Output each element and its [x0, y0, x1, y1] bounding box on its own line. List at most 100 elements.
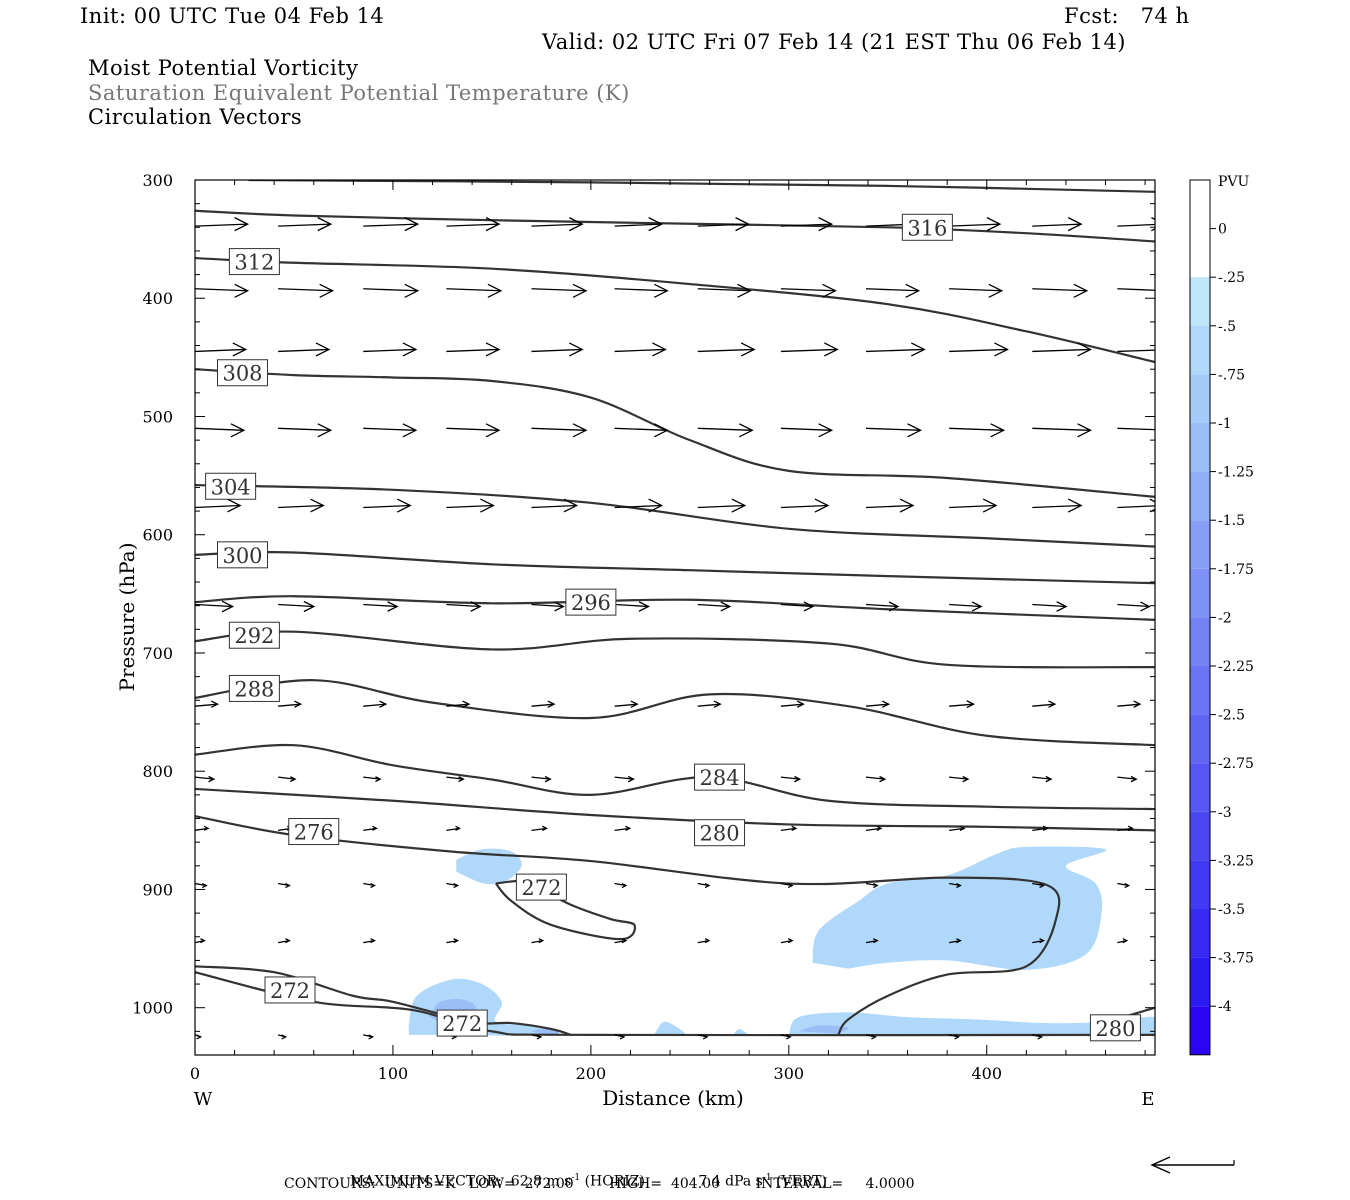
vector-shaft	[865, 348, 925, 353]
vector-shaft	[865, 504, 914, 509]
vector-head	[285, 882, 291, 889]
vector-head	[1133, 700, 1142, 708]
vector-head	[959, 825, 966, 832]
vector-shaft	[278, 288, 333, 292]
vector-arrow-4-2	[363, 498, 412, 513]
vector-shaft	[865, 703, 889, 707]
horiz-exp: -1	[571, 1173, 581, 1183]
vector-arrow-1-1	[278, 283, 335, 298]
colorbar-label-8: -2	[1218, 610, 1232, 626]
vector-arrow-8-8	[865, 825, 883, 832]
contour-label-13: 272	[270, 979, 310, 1003]
contour-label-6: 296	[571, 591, 611, 615]
contour-line-4	[195, 483, 1155, 548]
vector-head	[470, 601, 482, 612]
max-horiz-value: 62.8 m s	[510, 1173, 572, 1190]
x-end-label-east: E	[1141, 1089, 1154, 1110]
vector-head	[290, 776, 297, 783]
contour-line-6	[195, 595, 1155, 621]
vector-arrow-5-3	[446, 601, 482, 612]
colorbar-cell-17	[1190, 1006, 1210, 1055]
vector-arrow-7-1	[278, 776, 297, 783]
vector-head	[568, 217, 584, 232]
vector-head	[487, 283, 503, 298]
vector-arrow-9-11	[1117, 882, 1131, 889]
vector-shaft	[949, 827, 965, 831]
vector-head	[704, 882, 711, 889]
vector-arrow-11-7	[780, 1034, 792, 1040]
contour-line-13	[195, 965, 572, 1036]
vector-head	[294, 700, 303, 708]
vector-head	[873, 938, 879, 944]
colorbar-label-5: -1.25	[1218, 465, 1254, 481]
vector-head	[227, 498, 242, 513]
colorbar-cell-3	[1190, 325, 1210, 375]
colorbar-label-4: -1	[1218, 416, 1232, 432]
vector-arrow-1-0	[195, 283, 250, 298]
vector-head	[234, 283, 250, 298]
vector-head	[648, 217, 664, 232]
vector-shaft	[195, 504, 241, 509]
vector-head	[787, 882, 794, 889]
vector-arrow-2-11	[1117, 349, 1155, 353]
vector-head	[230, 423, 246, 438]
vector-head	[317, 217, 333, 232]
vector-arrow-10-7	[780, 938, 794, 944]
colorbar-label-7: -1.75	[1218, 562, 1254, 578]
vector-arrow-2-6	[697, 342, 756, 357]
vector-arrow-3-7	[780, 423, 834, 438]
vector-head	[1124, 882, 1131, 889]
vector-head	[404, 283, 420, 298]
field-label-vectors: Circulation Vectors	[88, 105, 303, 129]
vector-head	[653, 423, 669, 438]
vector-head	[704, 938, 711, 944]
vector-head	[814, 498, 830, 513]
vector-head	[653, 283, 669, 298]
vector-head	[572, 283, 588, 298]
vector-head	[563, 498, 579, 513]
colorbar-label-12: -3	[1218, 805, 1232, 821]
vector-head	[572, 423, 588, 438]
vector-arrow-3-4	[531, 423, 588, 438]
vector-shaft	[697, 288, 751, 292]
vector-head	[966, 700, 976, 709]
vector-head	[630, 700, 639, 708]
vector-arrow-3-5	[614, 423, 669, 438]
vector-head	[453, 938, 460, 944]
vector-head	[1039, 938, 1046, 944]
vector-head	[818, 217, 834, 232]
contour-label-box-9	[694, 763, 746, 791]
vector-head	[453, 882, 460, 889]
forecast-hour: Fcst: 74 h	[1064, 4, 1190, 28]
vector-shaft	[1117, 703, 1141, 707]
field-label-mpv: Moist Potential Vorticity	[88, 56, 359, 80]
y-tick-label-1000: 1000	[132, 999, 173, 1018]
vector-shaft	[614, 427, 668, 431]
vector-arrow-5-10	[1032, 601, 1068, 612]
vector-arrow-2-9	[949, 342, 1009, 357]
colorbar-cell-8	[1190, 568, 1210, 618]
vector-shaft	[531, 603, 564, 608]
contour-line-5	[195, 550, 1155, 585]
vector-shaft	[949, 703, 974, 707]
colorbar-cell-13	[1190, 811, 1210, 861]
vector-arrow-7-7	[780, 775, 802, 783]
vector-arrow-1-5	[614, 283, 669, 298]
vector-head	[542, 825, 548, 832]
colorbar-cell-12	[1190, 763, 1210, 812]
vector-arrow-11-0	[195, 1034, 203, 1040]
vector-head	[735, 217, 750, 232]
colorbar-cell-10	[1190, 666, 1210, 715]
vector-shaft	[697, 348, 755, 353]
vector-shaft	[531, 427, 587, 431]
vector-head	[568, 342, 584, 357]
pv-region-5	[733, 1028, 750, 1035]
vector-head	[458, 776, 465, 783]
vector-head	[485, 217, 501, 232]
vector-shaft	[614, 703, 638, 707]
vector-arrow-6-11	[1117, 700, 1142, 708]
contour-label-box-15	[1089, 1014, 1141, 1042]
vector-shaft	[363, 776, 381, 780]
contour-label-box-8	[228, 674, 280, 702]
vector-shaft	[278, 427, 331, 431]
